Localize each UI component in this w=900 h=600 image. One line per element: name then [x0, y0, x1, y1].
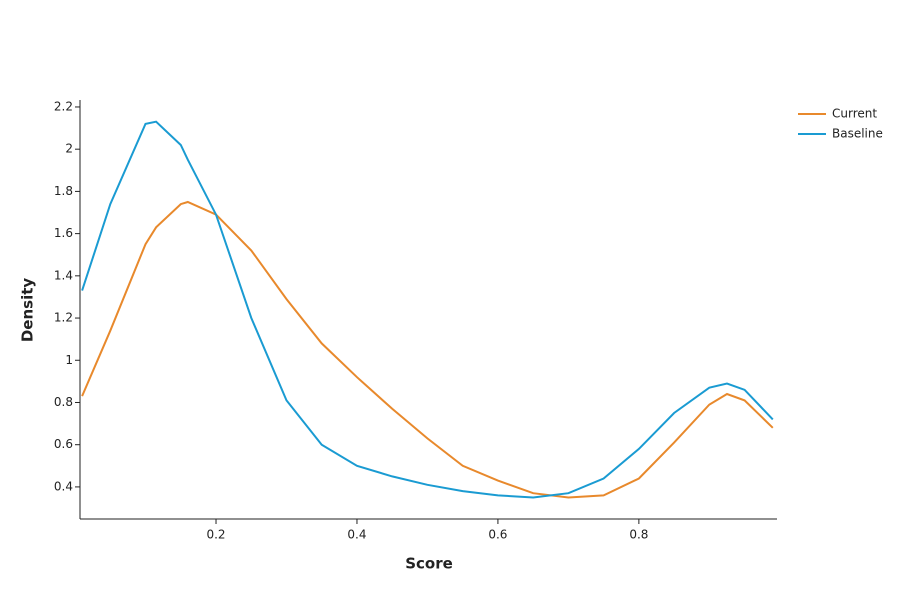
y-tick-label: 1	[65, 353, 73, 367]
x-tick-label: 0.4	[347, 528, 366, 542]
y-tick-label: 1.6	[54, 226, 73, 240]
line-series	[81, 200, 774, 499]
x-tick-label: 0.2	[206, 528, 225, 542]
legend-label: Current	[832, 107, 877, 121]
y-tick-label: 1.8	[54, 184, 73, 198]
y-tick-label: 1.2	[54, 311, 73, 325]
y-axis-title: Density	[19, 278, 37, 343]
y-tick-label: 2.2	[54, 99, 73, 113]
y-tick-label: 1.4	[54, 268, 73, 282]
y-tick-label: 0.6	[54, 437, 73, 451]
x-axis-title: Score	[405, 555, 453, 573]
legend-label: Baseline	[832, 127, 883, 141]
x-tick-label: 0.6	[488, 528, 507, 542]
y-tick-label: 0.4	[54, 479, 73, 493]
y-tick-label: 0.8	[54, 395, 73, 409]
line-series	[81, 120, 774, 499]
x-tick-label: 0.8	[629, 528, 648, 542]
y-tick-label: 2	[65, 142, 73, 156]
